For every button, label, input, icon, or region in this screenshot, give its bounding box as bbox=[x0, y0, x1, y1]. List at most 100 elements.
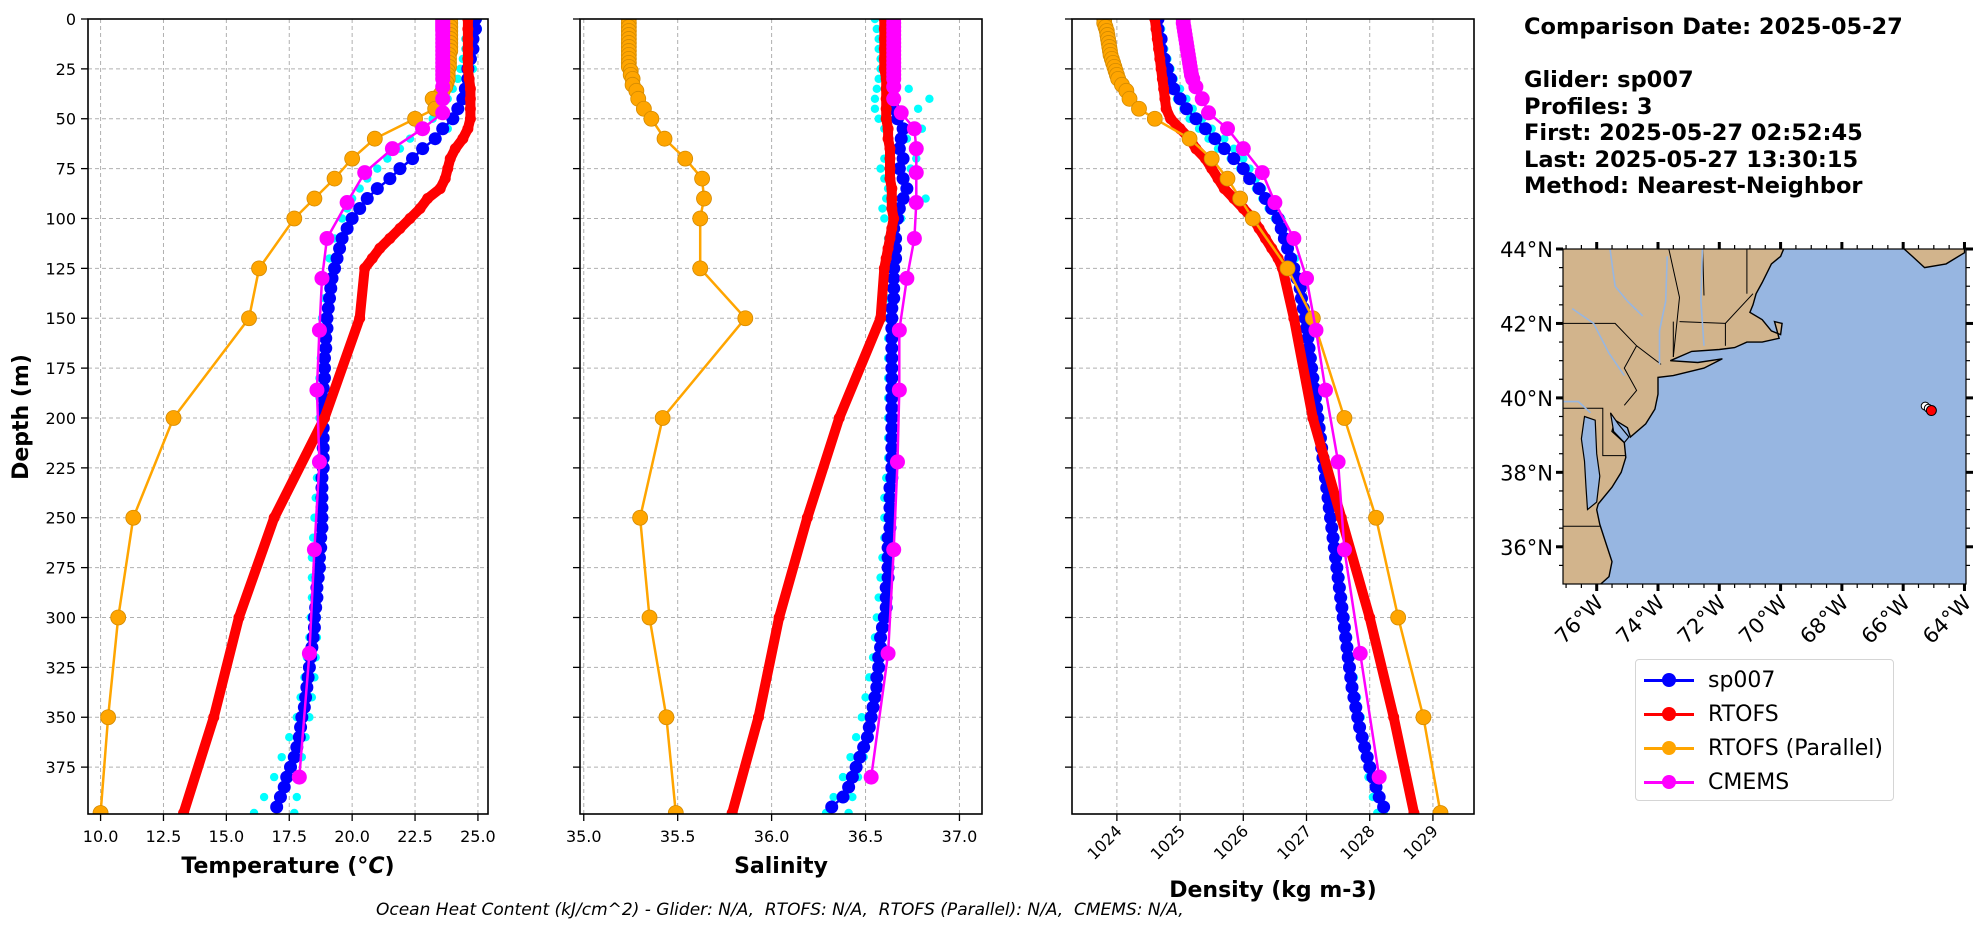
series-point-sp007 bbox=[1179, 102, 1193, 116]
series-point-cmems bbox=[357, 165, 373, 181]
series-point-rtofs-parallel- bbox=[1368, 509, 1384, 526]
lon-tick-label: 76°W bbox=[1550, 590, 1608, 648]
series-point-sp007 bbox=[370, 182, 384, 196]
series-point-cmems bbox=[906, 121, 922, 137]
series-point-sp007 bbox=[1360, 750, 1374, 764]
series-point-cmems bbox=[1201, 105, 1217, 121]
series-point-rtofs bbox=[801, 512, 813, 524]
lon-tick-label: 64°W bbox=[1918, 590, 1976, 648]
series-point-sp007 bbox=[315, 501, 329, 515]
y-tick-label: 50 bbox=[56, 110, 76, 129]
series-point-rtofs-parallel- bbox=[1203, 150, 1220, 167]
series-point-sp007 bbox=[1236, 162, 1250, 176]
temperature-panel: 10.0 12.5 15.0 17.5 20.0 22.5 25.0 0 25 50 75 100 12… bbox=[45, 10, 495, 846]
series-point-sp007 bbox=[1377, 800, 1391, 814]
series-point-rtofs bbox=[1165, 113, 1177, 125]
series-point-sp007 bbox=[885, 431, 899, 445]
glider-profile-point bbox=[829, 792, 838, 802]
series-point-sp007 bbox=[353, 202, 367, 216]
x-tick-label: 1028 bbox=[1336, 821, 1378, 863]
series-point-sp007 bbox=[885, 301, 899, 315]
series-point-cmems bbox=[899, 270, 915, 286]
lat-tick-label: 36°N bbox=[1500, 536, 1553, 560]
legend-swatch-rtofs-parallel bbox=[1644, 741, 1694, 755]
axes-frame bbox=[87, 18, 489, 815]
series-point-sp007 bbox=[887, 271, 901, 285]
glider-profile-point bbox=[269, 772, 279, 782]
series-point-sp007 bbox=[885, 441, 899, 455]
density-panel: 1024 1025 1026 1027 1028 1029 bbox=[1065, 18, 1475, 864]
series-point-cmems bbox=[1317, 382, 1333, 398]
legend-swatch-sp007 bbox=[1644, 673, 1694, 687]
glider-profile-point bbox=[249, 808, 259, 814]
salinity-panel: 35.0 35.5 36.0 36.5 37.0 bbox=[566, 18, 983, 846]
legend-item-cmems: CMEMS bbox=[1644, 765, 1789, 799]
series-point-rtofs-parallel- bbox=[696, 190, 712, 207]
series-point-rtofs bbox=[1388, 711, 1400, 723]
series-point-rtofs bbox=[464, 113, 476, 125]
glider-profile-point bbox=[921, 194, 930, 203]
series-point-rtofs-parallel- bbox=[692, 260, 709, 277]
series-point-rtofs-parallel- bbox=[1131, 100, 1147, 117]
series-point-rtofs bbox=[442, 163, 454, 175]
series-point-rtofs bbox=[462, 53, 474, 65]
series-point-sp007 bbox=[330, 251, 344, 265]
river bbox=[1563, 400, 1592, 414]
series-line-rtofs-parallel- bbox=[627, 19, 747, 814]
series-point-sp007 bbox=[860, 730, 874, 744]
x-tick-label: 22.5 bbox=[397, 827, 433, 846]
series-point-rtofs bbox=[1272, 252, 1284, 264]
state-border bbox=[1563, 407, 1626, 457]
series-point-cmems bbox=[1352, 645, 1368, 661]
series-point-sp007 bbox=[1217, 142, 1231, 156]
series-point-sp007 bbox=[1189, 112, 1203, 126]
series-point-rtofs bbox=[1149, 19, 1161, 25]
x-tick-label: 1024 bbox=[1083, 821, 1125, 863]
series-point-sp007 bbox=[881, 531, 895, 545]
y-tick-label: 275 bbox=[45, 559, 76, 578]
series-point-rtofs bbox=[462, 63, 474, 75]
x-tick-label: 10.0 bbox=[83, 827, 119, 846]
glider-profile-point bbox=[290, 808, 299, 814]
series-point-rtofs bbox=[884, 173, 896, 185]
series-point-cmems bbox=[1219, 121, 1235, 137]
series-point-sp007 bbox=[883, 491, 897, 505]
state-border bbox=[1563, 322, 1662, 365]
series-point-sp007 bbox=[1332, 581, 1346, 595]
series-point-rtofs-parallel- bbox=[326, 170, 343, 187]
series-point-rtofs bbox=[384, 232, 396, 244]
glider-profile-point bbox=[848, 792, 857, 802]
series-point-cmems bbox=[384, 141, 400, 157]
series-point-rtofs bbox=[268, 512, 280, 524]
series-point-rtofs-parallel- bbox=[1336, 410, 1353, 426]
y-tick-label: 125 bbox=[45, 259, 76, 278]
series-point-rtofs bbox=[462, 23, 474, 35]
series-point-rtofs-parallel- bbox=[110, 609, 127, 626]
x-tick-label: 35.5 bbox=[660, 827, 696, 846]
series-point-rtofs-parallel- bbox=[251, 260, 267, 277]
series-point-rtofs bbox=[462, 123, 474, 135]
glider-name: Glider: sp007 bbox=[1524, 67, 1694, 93]
legend-swatch-cmems bbox=[1644, 775, 1694, 789]
series-point-sp007 bbox=[900, 182, 914, 196]
legend-item-rtofs: RTOFS bbox=[1644, 697, 1779, 731]
series-point-sp007 bbox=[1342, 660, 1356, 674]
series-point-sp007 bbox=[1252, 182, 1266, 196]
series-point-rtofs bbox=[886, 183, 898, 195]
series-point-sp007 bbox=[277, 780, 291, 794]
glider-profile-point bbox=[838, 772, 848, 782]
series-point-sp007 bbox=[1341, 650, 1355, 664]
series-point-rtofs bbox=[878, 262, 890, 274]
axes-frame bbox=[1071, 18, 1475, 815]
series-point-rtofs bbox=[1156, 73, 1168, 85]
x-tick-label: 20.0 bbox=[334, 827, 370, 846]
series-point-sp007 bbox=[1227, 152, 1241, 166]
series-point-rtofs bbox=[318, 412, 330, 424]
series-point-rtofs bbox=[886, 193, 898, 205]
series-point-rtofs bbox=[1160, 103, 1172, 115]
glider-profile-point bbox=[861, 693, 870, 702]
glider-profile-point bbox=[870, 19, 880, 24]
series-point-sp007 bbox=[345, 211, 359, 225]
y-tick-label: 325 bbox=[45, 658, 76, 677]
series-point-sp007 bbox=[1243, 172, 1257, 186]
